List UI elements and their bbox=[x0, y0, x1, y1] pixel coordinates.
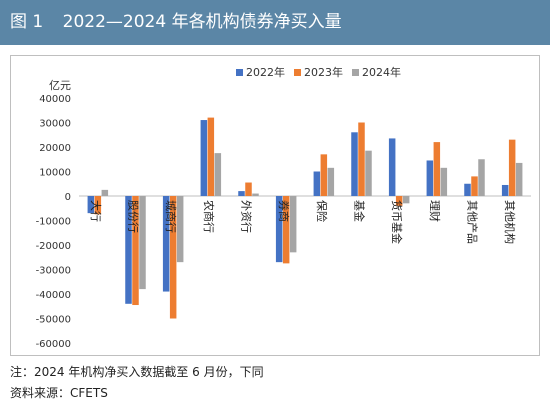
bar-2-6 bbox=[282, 196, 290, 264]
chart-source: 资料来源：CFETS bbox=[10, 386, 108, 400]
bar-3-9 bbox=[402, 196, 410, 204]
y-tick-label: -10000 bbox=[36, 217, 71, 228]
bar-3-11 bbox=[478, 159, 485, 196]
bar-1-6 bbox=[275, 196, 283, 263]
bar-3-4 bbox=[214, 153, 222, 196]
bar-2-12 bbox=[508, 139, 516, 196]
category-label: 大行 bbox=[89, 200, 103, 222]
bar-1-12 bbox=[501, 184, 509, 196]
y-tick-label: 20000 bbox=[39, 143, 71, 154]
bar-3-6 bbox=[289, 196, 297, 253]
bar-1-2 bbox=[125, 196, 132, 304]
figure-label: 图 1 bbox=[10, 12, 44, 32]
bar-2-5 bbox=[245, 182, 252, 196]
legend-label-2: 2023年 bbox=[304, 65, 343, 79]
chart-title: 2022—2024 年各机构债券净买入量 bbox=[62, 12, 342, 32]
bar-3-2 bbox=[139, 196, 146, 290]
y-tick-label: 30000 bbox=[39, 119, 71, 130]
bar-1-5 bbox=[238, 191, 245, 196]
bar-2-7 bbox=[320, 154, 328, 196]
category-label: 货币基金 bbox=[390, 200, 404, 244]
y-tick-label: -60000 bbox=[36, 339, 71, 350]
bar-3-1 bbox=[101, 189, 109, 196]
y-tick-label: 0 bbox=[65, 192, 71, 203]
legend-swatch-2 bbox=[294, 69, 301, 76]
legend-swatch-3 bbox=[352, 69, 359, 76]
y-tick-label: -40000 bbox=[36, 290, 71, 301]
category-label: 股份行 bbox=[127, 200, 140, 233]
bar-2-9 bbox=[395, 196, 403, 206]
bar-1-8 bbox=[351, 132, 358, 196]
y-tick-label: 40000 bbox=[39, 94, 71, 105]
bar-3-5 bbox=[252, 193, 259, 196]
bar-2-10 bbox=[433, 142, 441, 196]
bar-3-12 bbox=[515, 162, 523, 196]
bar-1-7 bbox=[313, 171, 321, 196]
category-label: 外资行 bbox=[240, 200, 253, 233]
category-label: 其他产品 bbox=[466, 200, 480, 244]
bar-1-3 bbox=[162, 196, 170, 292]
bar-3-10 bbox=[440, 167, 448, 196]
bar-3-3 bbox=[176, 196, 184, 263]
y-tick-label: -30000 bbox=[36, 266, 71, 277]
chart-note: 注：2024 年机构净买入数据截至 6 月份，下同 bbox=[10, 365, 264, 379]
chart-title-bar: 图 1 2022—2024 年各机构债券净买入量 bbox=[0, 0, 550, 45]
bar-1-11 bbox=[464, 183, 471, 196]
category-label: 基金 bbox=[353, 200, 367, 222]
bar-1-4 bbox=[200, 120, 208, 196]
bar-2-8 bbox=[358, 122, 365, 196]
y-tick-label: -50000 bbox=[36, 315, 71, 326]
y-tick-label: 10000 bbox=[39, 168, 71, 179]
bar-chart: 亿元 40000 30000 20000 10000 0 -10000 -20000 -3000… bbox=[36, 65, 531, 350]
bar-3-8 bbox=[365, 150, 372, 196]
y-unit-label: 亿元 bbox=[49, 79, 71, 92]
category-label: 理财 bbox=[428, 200, 442, 222]
bar-1-1 bbox=[87, 196, 95, 214]
bar-2-1 bbox=[94, 196, 102, 215]
category-label: 保险 bbox=[315, 200, 329, 222]
category-label: 其他机构 bbox=[503, 200, 517, 244]
bar-1-10 bbox=[426, 160, 434, 196]
bar-3-7 bbox=[327, 167, 335, 196]
legend-swatch-1 bbox=[236, 69, 243, 76]
y-tick-label: -20000 bbox=[36, 241, 71, 252]
category-label: 券商 bbox=[277, 200, 291, 222]
bar-1-9 bbox=[388, 138, 396, 196]
bar-2-4 bbox=[207, 117, 215, 196]
category-label: 农商行 bbox=[202, 200, 216, 233]
category-label: 城商行 bbox=[164, 200, 178, 233]
bar-2-11 bbox=[471, 176, 478, 196]
chart-frame: 亿元 40000 30000 20000 10000 0 -10000 -20000 -3000… bbox=[10, 55, 540, 356]
legend-label-3: 2024年 bbox=[362, 65, 401, 79]
legend-label-1: 2022年 bbox=[246, 65, 285, 79]
bar-2-3 bbox=[169, 196, 177, 319]
bar-2-2 bbox=[132, 196, 139, 306]
